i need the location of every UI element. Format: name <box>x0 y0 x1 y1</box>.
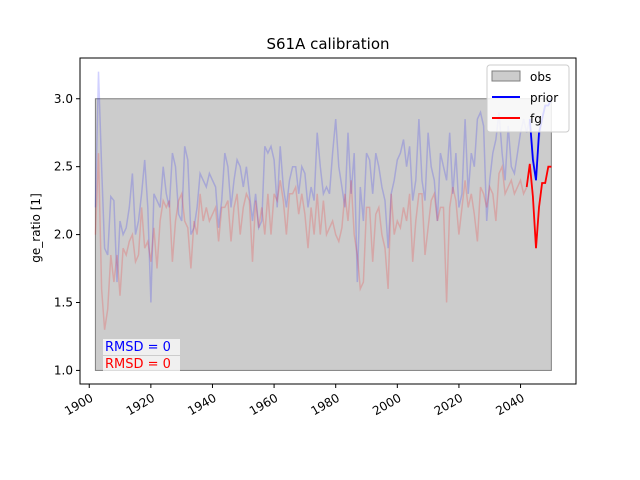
y-axis-label: ge_ratio [1] <box>29 193 43 262</box>
axes-frame <box>79 57 577 385</box>
legend-prior-label: prior <box>530 91 558 105</box>
y-tick-label: 1.5 <box>54 296 73 310</box>
y-tick-label: 1.0 <box>54 363 73 377</box>
legend: obs prior fg <box>486 64 570 133</box>
y-tick-label: 2.0 <box>54 228 73 242</box>
plot-area <box>94 71 553 371</box>
prior-series-line <box>94 71 553 303</box>
obs-band <box>94 98 552 371</box>
rmsd-annotation-background <box>103 356 180 372</box>
rmsd-annotation: RMSD = 0 <box>105 340 171 355</box>
annotations: RMSD = 0 RMSD = 0 <box>103 339 180 372</box>
y-tick-label: 2.5 <box>54 160 73 174</box>
rmsd-annotation-background <box>103 339 180 355</box>
legend-fg-label: fg <box>530 112 542 126</box>
rmsd-annotation: RMSD = 0 <box>105 357 171 372</box>
legend-frame <box>486 64 570 133</box>
fg-series-line <box>94 153 552 330</box>
legend-obs-label: obs <box>530 70 551 84</box>
y-tick-label: 3.0 <box>54 92 73 106</box>
fg-highlight-line <box>525 163 552 249</box>
chart-title: S61A calibration <box>266 35 389 53</box>
legend-obs-swatch <box>491 70 521 82</box>
